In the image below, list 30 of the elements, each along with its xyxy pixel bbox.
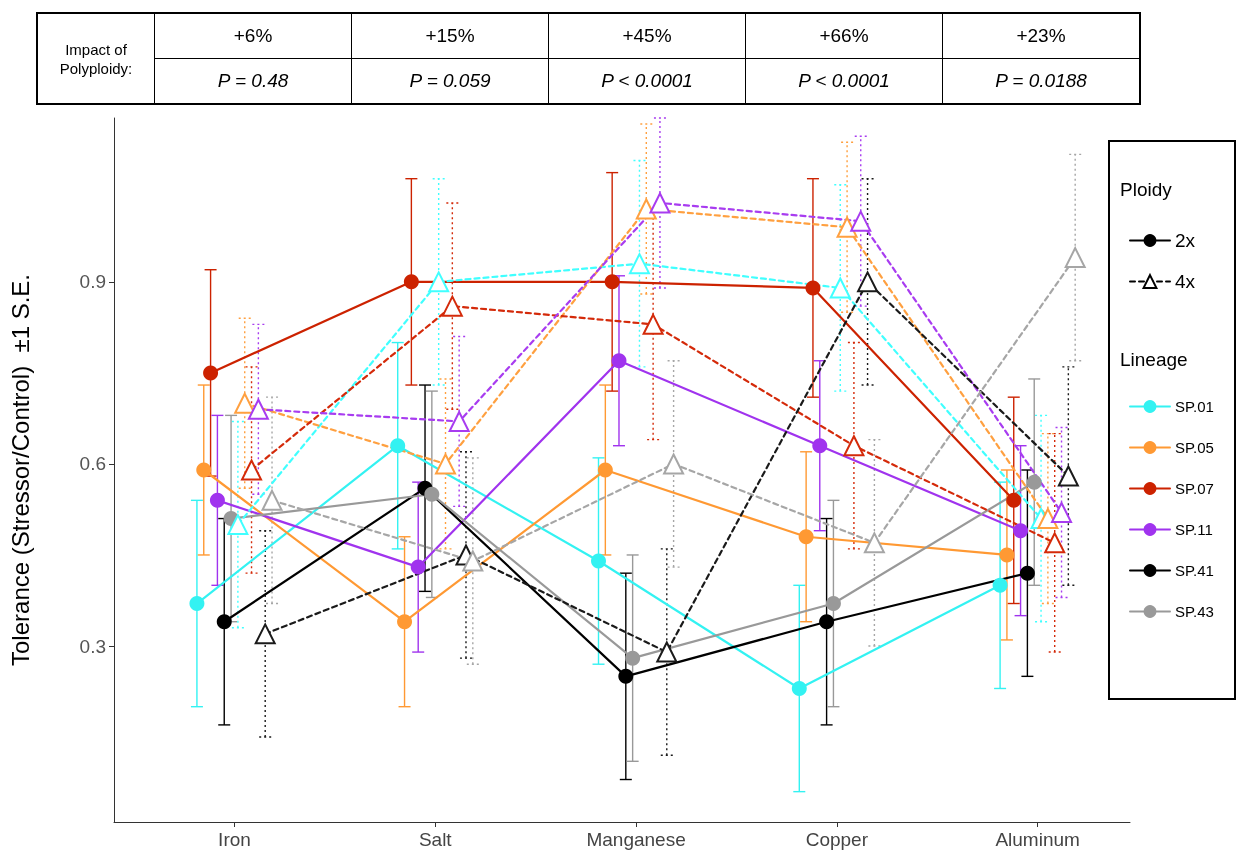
text: P = 0.0188 — [942, 58, 1140, 104]
legend-label: 4x — [1175, 271, 1196, 292]
text: Ploidy — [1120, 179, 1172, 200]
x-tick-label: Manganese — [586, 829, 686, 850]
text: P = 0.48 — [154, 58, 352, 104]
x-tick-label: Copper — [805, 829, 869, 850]
legend-label: SP.11 — [1175, 521, 1213, 538]
y-axis-title: Tolerance (Stressor/Control) ±1 S.E. — [6, 274, 34, 666]
x-tick-label: Iron — [218, 829, 251, 850]
text: P < 0.0001 — [745, 58, 943, 104]
text: Impact of Polyploidy: — [37, 13, 155, 104]
legend-label: SP.41 — [1175, 562, 1214, 579]
y-tick-label: 0.6 — [79, 453, 106, 475]
text: +23% — [942, 13, 1140, 59]
text: Lineage — [1120, 349, 1188, 370]
legend-label: 2x — [1175, 230, 1196, 251]
y-tick-label: 0.9 — [79, 271, 106, 293]
y-tick-label: 0.3 — [79, 635, 106, 657]
text: +6% — [154, 13, 352, 59]
text: P = 0.059 — [351, 58, 549, 104]
text: +15% — [351, 13, 549, 59]
legend-label: SP.07 — [1175, 480, 1214, 497]
text: +66% — [745, 13, 943, 59]
text: +45% — [548, 13, 746, 59]
legend-label: SP.01 — [1175, 398, 1214, 415]
text: P < 0.0001 — [548, 58, 746, 104]
legend-label: SP.05 — [1175, 439, 1214, 456]
x-tick-label: Aluminum — [995, 829, 1080, 850]
legend-label: SP.43 — [1175, 603, 1214, 620]
x-tick-label: Salt — [418, 829, 453, 850]
